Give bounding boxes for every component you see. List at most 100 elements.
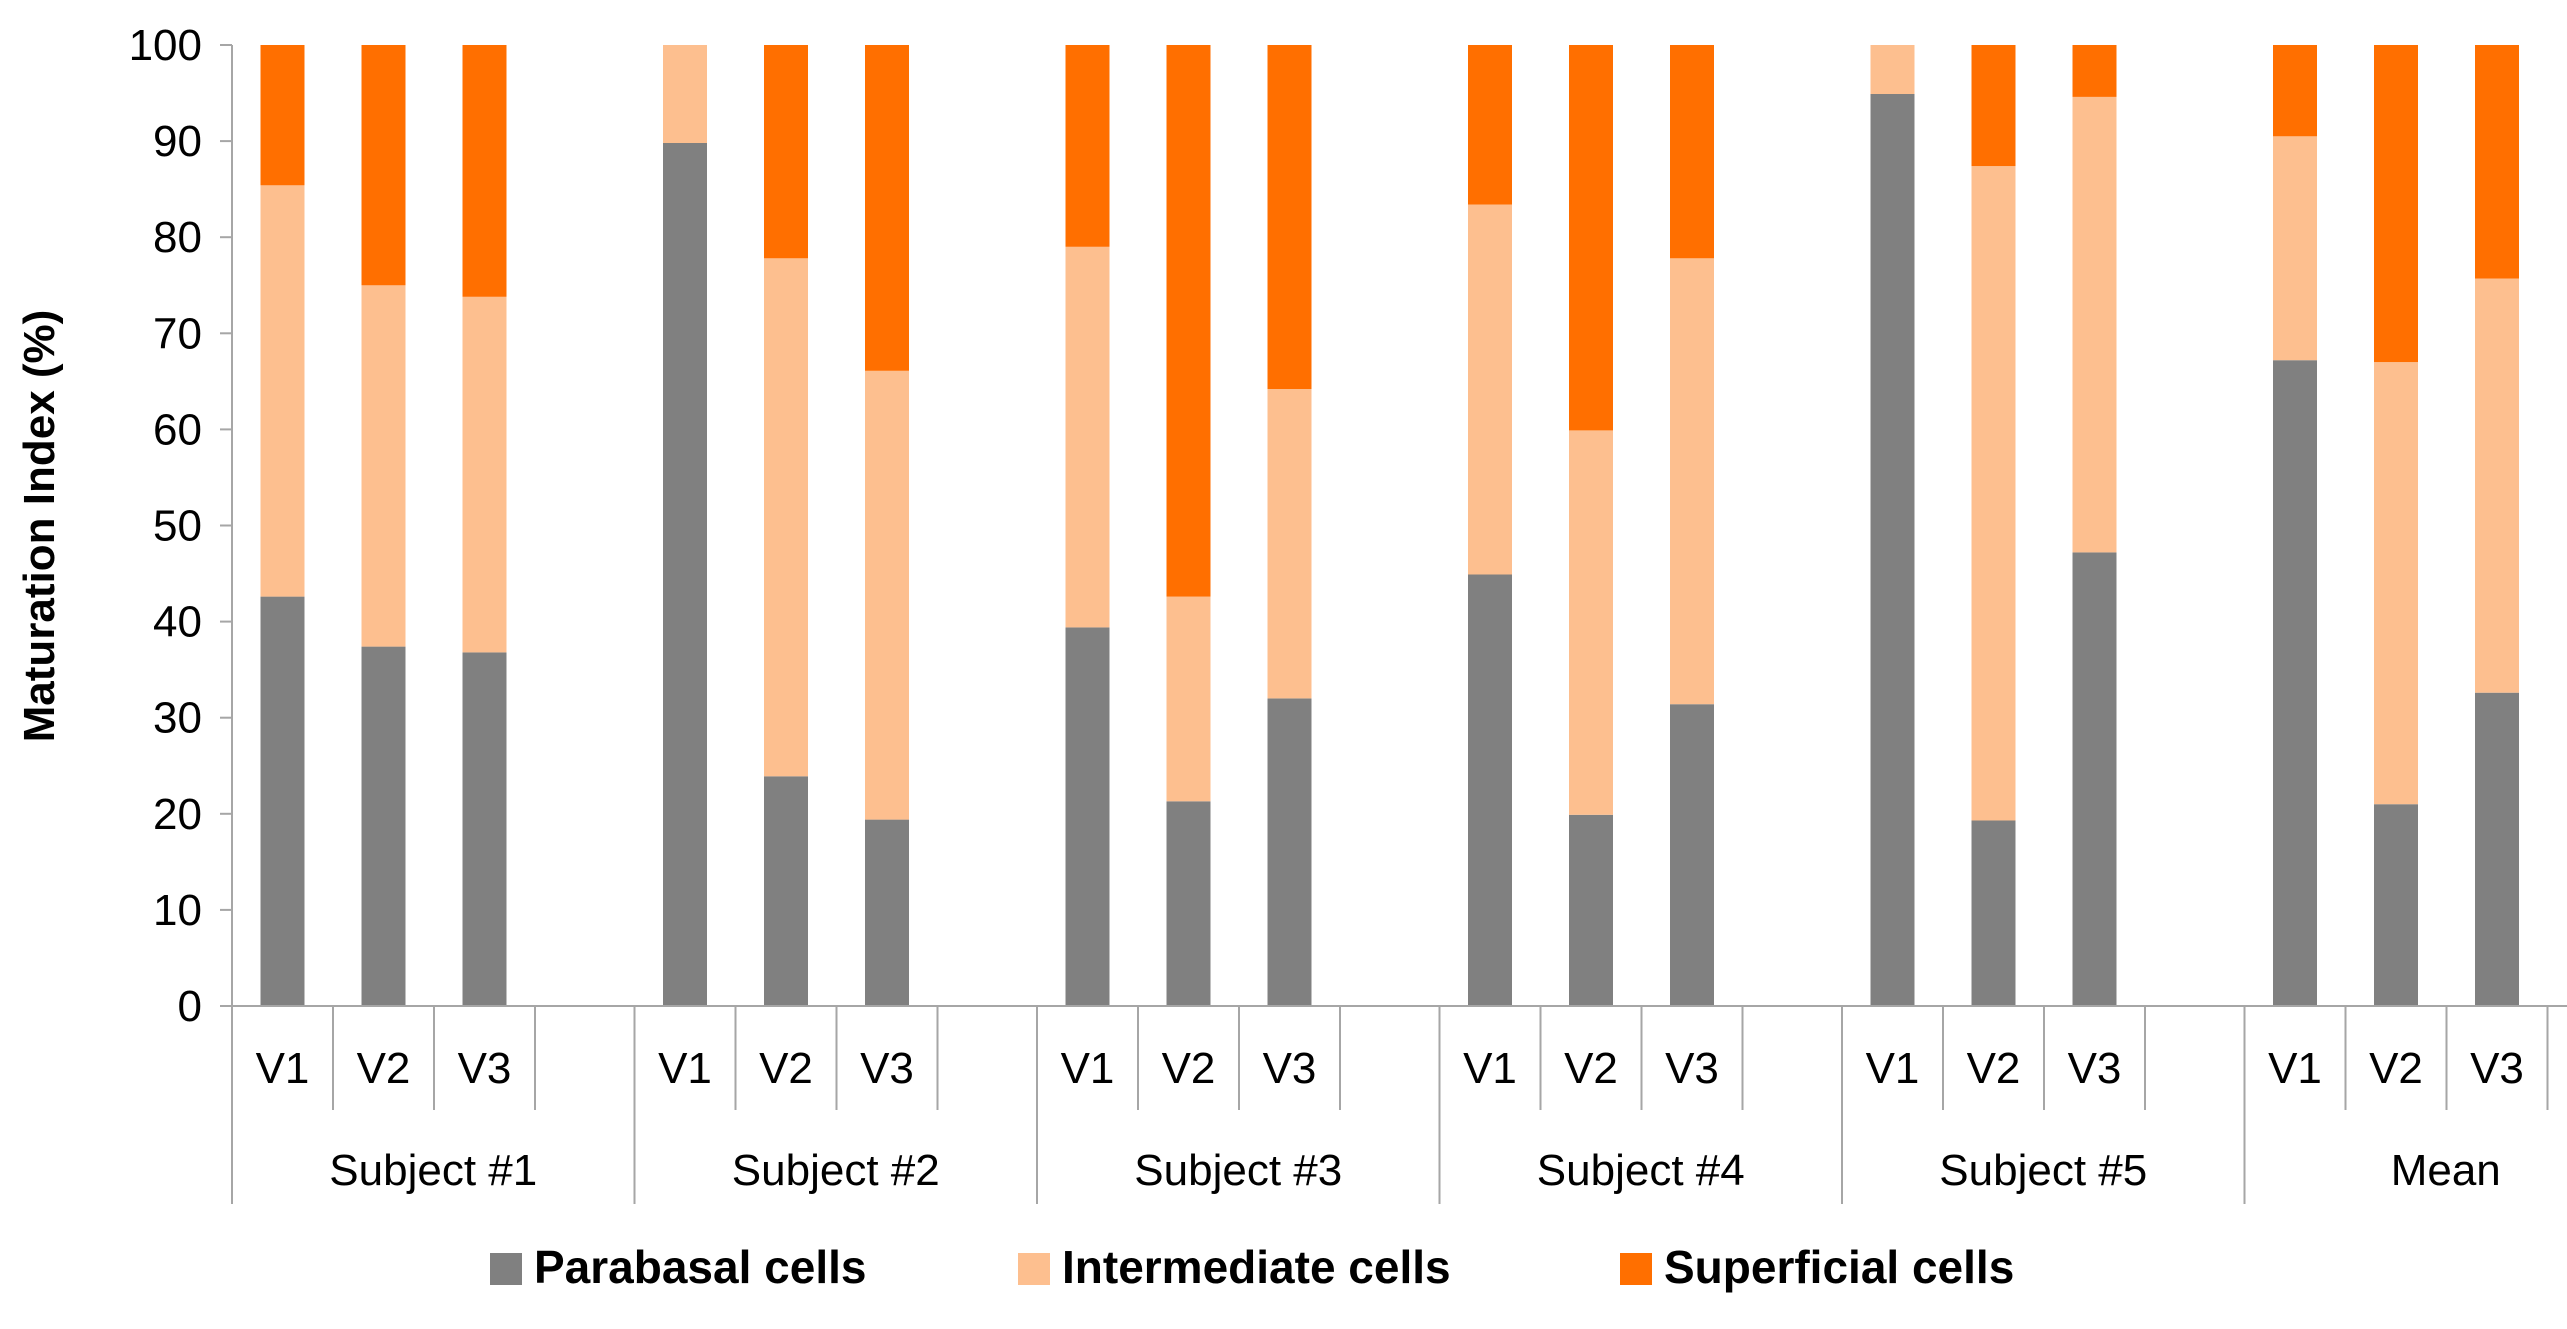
bar-superficial-cells-mean-v3: [2475, 45, 2519, 279]
bar-parabasal-cells-subject-2-v3: [865, 819, 909, 1006]
legend-label: Superficial cells: [1664, 1241, 2014, 1293]
legend: Parabasal cells Intermediate cells Superfi…: [490, 1241, 2014, 1293]
bar-parabasal-cells-subject-1-v1: [260, 596, 305, 1006]
category-label-v2: V2: [1162, 1044, 1216, 1093]
category-label-v1: V1: [1061, 1044, 1115, 1093]
bar-superficial-cells-subject-2-v2: [764, 45, 808, 259]
bar-superficial-cells-subject-2-v3: [865, 45, 909, 371]
bar-superficial-cells-subject-3-v3: [1267, 45, 1312, 389]
legend-swatch-parabasal-cells: [490, 1253, 522, 1285]
y-tick-label: 10: [153, 886, 202, 935]
bar-intermediate-cells-subject-2-v1: [663, 45, 707, 143]
category-label-v1: V1: [256, 1044, 310, 1093]
category-label-v3: V3: [1665, 1044, 1719, 1093]
bar-parabasal-cells-subject-3-v3: [1267, 698, 1312, 1006]
category-label-v1: V1: [658, 1044, 712, 1093]
group-label: Subject #3: [1134, 1146, 1342, 1195]
category-labels-layer: V1 V2 V3 Subject #1 V1 V2 V3 Subject #2 V1 V2 V3 Su…: [256, 1044, 2524, 1195]
bar-intermediate-cells-mean-v2: [2374, 362, 2418, 805]
bar-superficial-cells-subject-5-v3: [2072, 45, 2117, 97]
y-ticks-layer: 0 10 20 30 40 50 60 70 80 90 100: [129, 21, 232, 1031]
group-label: Subject #1: [329, 1146, 537, 1195]
bar-parabasal-cells-subject-4-v2: [1569, 814, 1613, 1006]
bar-superficial-cells-subject-5-v2: [1971, 45, 2016, 167]
bar-intermediate-cells-subject-5-v1: [1870, 45, 1915, 94]
group-label: Subject #5: [1939, 1146, 2147, 1195]
axes-layer: [231, 45, 2567, 1204]
y-tick-label: 80: [153, 213, 202, 262]
y-tick-label: 0: [178, 982, 202, 1031]
bar-superficial-cells-mean-v1: [2273, 45, 2317, 137]
bar-intermediate-cells-subject-3-v1: [1065, 246, 1110, 628]
bar-intermediate-cells-subject-1-v3: [462, 296, 507, 653]
group-label: Subject #2: [732, 1146, 940, 1195]
category-label-v3: V3: [2470, 1044, 2524, 1093]
bar-intermediate-cells-subject-5-v3: [2072, 96, 2117, 553]
bar-parabasal-cells-subject-5-v2: [1971, 820, 2016, 1006]
bar-parabasal-cells-subject-3-v1: [1065, 627, 1110, 1006]
bar-parabasal-cells-subject-4-v3: [1670, 704, 1714, 1006]
bar-parabasal-cells-subject-3-v2: [1166, 801, 1211, 1006]
bar-superficial-cells-subject-4-v1: [1468, 45, 1512, 205]
bar-parabasal-cells-subject-1-v3: [462, 652, 507, 1006]
bar-intermediate-cells-subject-4-v1: [1468, 204, 1512, 575]
bar-intermediate-cells-subject-2-v3: [865, 370, 909, 820]
category-label-v1: V1: [2268, 1044, 2322, 1093]
category-label-v3: V3: [458, 1044, 512, 1093]
category-label-v3: V3: [1263, 1044, 1317, 1093]
legend-swatch-superficial-cells: [1620, 1253, 1652, 1285]
y-tick-label: 90: [153, 117, 202, 166]
legend-swatch-intermediate-cells: [1018, 1253, 1050, 1285]
category-label-v2: V2: [357, 1044, 411, 1093]
bar-superficial-cells-subject-1-v1: [260, 45, 305, 186]
bars-layer: [260, 45, 2519, 1006]
category-label-v2: V2: [1967, 1044, 2021, 1093]
y-axis-title: Maturation Index (%): [15, 310, 64, 743]
group-label: Subject #4: [1537, 1146, 1745, 1195]
bar-parabasal-cells-subject-2-v2: [764, 776, 808, 1006]
bar-parabasal-cells-subject-1-v2: [361, 646, 406, 1006]
y-tick-label: 50: [153, 502, 202, 551]
bar-parabasal-cells-subject-2-v1: [663, 143, 707, 1006]
bar-intermediate-cells-subject-5-v2: [1971, 166, 2016, 821]
y-tick-label: 60: [153, 405, 202, 454]
bar-superficial-cells-mean-v2: [2374, 45, 2418, 363]
category-label-v1: V1: [1463, 1044, 1517, 1093]
bar-intermediate-cells-subject-1-v2: [361, 285, 406, 647]
bar-intermediate-cells-mean-v3: [2475, 278, 2519, 693]
category-label-v3: V3: [2068, 1044, 2122, 1093]
y-tick-label: 100: [129, 21, 202, 70]
bar-parabasal-cells-subject-4-v1: [1468, 574, 1512, 1006]
bar-parabasal-cells-mean-v1: [2273, 360, 2317, 1006]
bar-superficial-cells-subject-4-v2: [1569, 45, 1613, 431]
bar-superficial-cells-subject-3-v1: [1065, 45, 1110, 247]
legend-label: Intermediate cells: [1062, 1241, 1451, 1293]
y-tick-label: 20: [153, 790, 202, 839]
bar-parabasal-cells-subject-5-v1: [1870, 94, 1915, 1006]
bar-intermediate-cells-subject-1-v1: [260, 185, 305, 597]
bar-intermediate-cells-subject-3-v3: [1267, 389, 1312, 699]
bar-parabasal-cells-mean-v3: [2475, 692, 2519, 1006]
bar-intermediate-cells-subject-2-v2: [764, 258, 808, 777]
bar-intermediate-cells-subject-3-v2: [1166, 596, 1211, 802]
bar-intermediate-cells-subject-4-v2: [1569, 430, 1613, 815]
bar-superficial-cells-subject-3-v2: [1166, 45, 1211, 597]
y-tick-label: 70: [153, 309, 202, 358]
y-tick-label: 30: [153, 694, 202, 743]
bar-parabasal-cells-mean-v2: [2374, 804, 2418, 1006]
category-label-v1: V1: [1866, 1044, 1920, 1093]
legend-label: Parabasal cells: [534, 1241, 866, 1293]
bar-intermediate-cells-subject-4-v3: [1670, 258, 1714, 705]
y-tick-label: 40: [153, 598, 202, 647]
bar-parabasal-cells-subject-5-v3: [2072, 552, 2117, 1006]
group-label: Mean: [2391, 1146, 2501, 1195]
bar-intermediate-cells-mean-v1: [2273, 136, 2317, 361]
category-label-v2: V2: [1564, 1044, 1618, 1093]
category-label-v2: V2: [759, 1044, 813, 1093]
bar-superficial-cells-subject-1-v2: [361, 45, 406, 286]
category-label-v3: V3: [860, 1044, 914, 1093]
bar-superficial-cells-subject-1-v3: [462, 45, 507, 297]
category-label-v2: V2: [2369, 1044, 2423, 1093]
